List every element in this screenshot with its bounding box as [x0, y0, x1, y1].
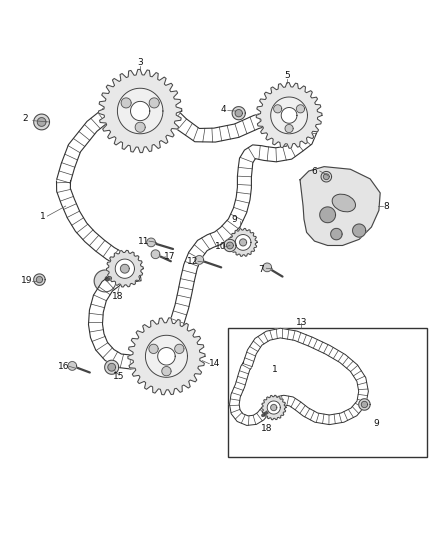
Polygon shape — [226, 242, 233, 249]
Polygon shape — [37, 118, 46, 126]
Polygon shape — [323, 174, 329, 180]
Text: 7: 7 — [258, 265, 264, 274]
Text: 9: 9 — [373, 419, 379, 428]
Polygon shape — [147, 238, 155, 247]
Polygon shape — [151, 250, 160, 259]
Polygon shape — [353, 224, 366, 237]
Polygon shape — [36, 277, 42, 283]
Polygon shape — [34, 274, 45, 285]
Polygon shape — [149, 98, 159, 108]
FancyBboxPatch shape — [228, 328, 427, 457]
Polygon shape — [145, 335, 187, 377]
Text: 8: 8 — [383, 201, 389, 211]
Polygon shape — [229, 229, 257, 256]
Polygon shape — [271, 405, 277, 410]
Polygon shape — [68, 361, 77, 370]
Text: 1: 1 — [40, 212, 46, 221]
Text: 9: 9 — [231, 215, 237, 224]
Polygon shape — [149, 344, 158, 353]
Text: 11: 11 — [138, 237, 149, 246]
Polygon shape — [108, 364, 116, 371]
Polygon shape — [240, 239, 247, 246]
Polygon shape — [34, 114, 49, 130]
Polygon shape — [256, 83, 322, 148]
Polygon shape — [267, 401, 280, 414]
Text: 16: 16 — [58, 362, 69, 371]
Polygon shape — [94, 270, 116, 292]
Text: 5: 5 — [284, 71, 290, 80]
Polygon shape — [131, 101, 150, 120]
Polygon shape — [57, 93, 318, 369]
Polygon shape — [115, 259, 134, 278]
Text: 13: 13 — [296, 318, 307, 327]
Text: 6: 6 — [311, 166, 318, 175]
Polygon shape — [105, 360, 119, 374]
Ellipse shape — [332, 194, 356, 212]
Polygon shape — [162, 367, 171, 376]
Polygon shape — [158, 348, 175, 365]
Polygon shape — [230, 328, 368, 425]
Polygon shape — [297, 105, 304, 113]
Text: 3: 3 — [137, 58, 143, 67]
Polygon shape — [232, 107, 245, 120]
Polygon shape — [361, 401, 367, 408]
Polygon shape — [320, 207, 336, 223]
Text: 18: 18 — [112, 292, 123, 301]
Polygon shape — [121, 98, 131, 108]
Polygon shape — [106, 251, 143, 287]
Polygon shape — [128, 318, 205, 395]
Text: 19: 19 — [21, 276, 33, 285]
Text: 4: 4 — [221, 105, 226, 114]
Polygon shape — [235, 235, 251, 251]
Polygon shape — [261, 395, 286, 420]
Polygon shape — [331, 229, 342, 240]
Polygon shape — [175, 344, 184, 353]
Text: 17: 17 — [164, 252, 176, 261]
Text: 14: 14 — [209, 359, 220, 368]
Polygon shape — [99, 69, 182, 152]
Polygon shape — [359, 399, 370, 410]
Polygon shape — [263, 263, 272, 272]
Polygon shape — [274, 105, 282, 113]
Text: 12: 12 — [187, 257, 198, 266]
Polygon shape — [224, 239, 236, 252]
Polygon shape — [285, 125, 293, 133]
Polygon shape — [281, 108, 297, 123]
Polygon shape — [271, 97, 307, 134]
Polygon shape — [135, 122, 145, 132]
Text: 1: 1 — [272, 365, 278, 374]
Polygon shape — [300, 167, 380, 246]
Text: 15: 15 — [113, 373, 125, 382]
Polygon shape — [120, 264, 129, 273]
Polygon shape — [195, 255, 204, 264]
Polygon shape — [321, 172, 332, 182]
Polygon shape — [235, 110, 242, 117]
Text: 10: 10 — [215, 243, 227, 251]
Text: 2: 2 — [23, 115, 28, 124]
Text: 18: 18 — [261, 424, 272, 433]
Polygon shape — [117, 88, 163, 134]
